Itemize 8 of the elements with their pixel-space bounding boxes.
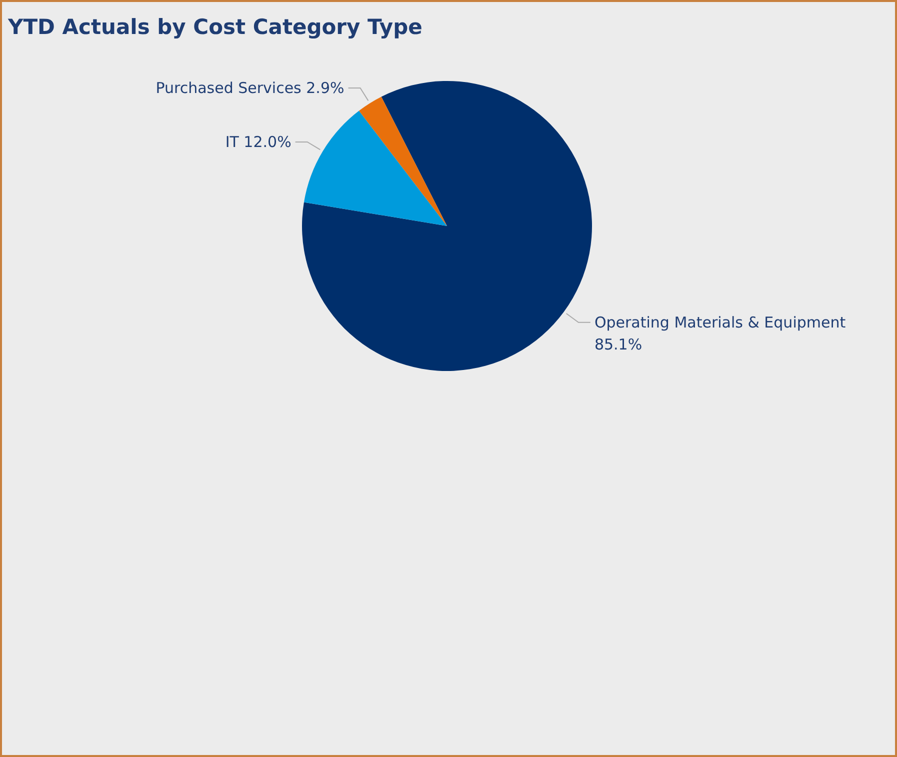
pie-slice [302,81,592,371]
pie-slice [358,96,447,226]
chart-title: YTD Actuals by Cost Category Type [7,15,422,39]
slice-label: Operating Materials & Equipment [594,313,846,332]
data-label: 85.1% [594,335,642,354]
slice-label: Purchased Services 2.9% [156,78,344,97]
slice-label: IT 12.0% [225,132,292,151]
pie-slice [304,110,447,226]
